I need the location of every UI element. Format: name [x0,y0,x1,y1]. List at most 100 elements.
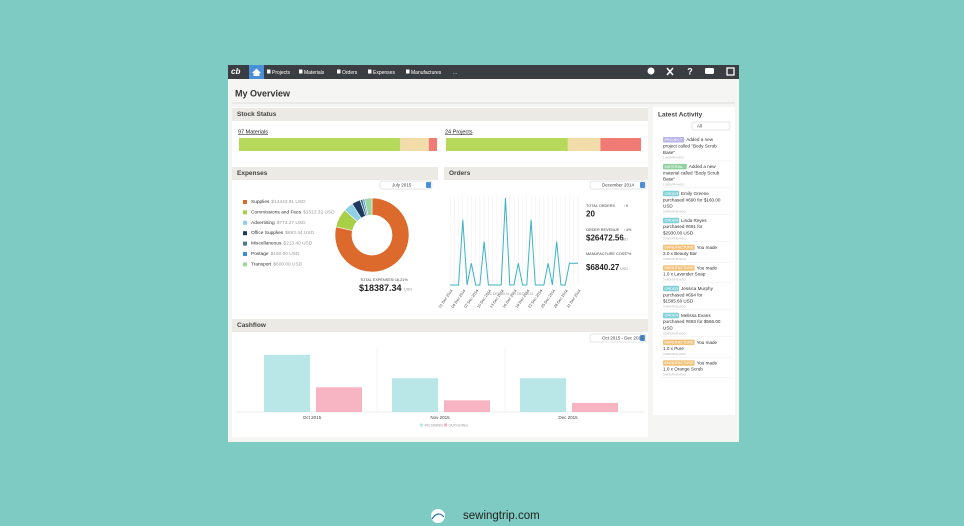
activity-time: 3 MONTHS AGO [663,257,687,261]
nav-item[interactable]: ... [453,70,457,76]
cashflow-bar [392,378,438,412]
activity-tag-label: ORDER [665,287,679,291]
activity-time: 3 MONTHS AGO [663,352,687,356]
activity-text: Added a new [686,137,714,142]
dropdown[interactable] [589,333,647,343]
legend-swatch [243,252,247,256]
activity-text: You made [697,265,718,270]
navbar [228,65,739,79]
dropdown-label: December 2014 [602,183,635,188]
stock-group-label[interactable]: 24 Projects [445,129,473,135]
stock-segment [600,138,641,151]
activity-text: You made [697,360,718,365]
logout-icon[interactable] [726,67,735,76]
add-icon[interactable] [647,67,655,75]
total-value: $18387.34 [359,283,402,293]
nav-icon [299,69,303,74]
cashflow-bar [572,402,618,412]
footer-logo [431,509,445,523]
x-tick-label: Dec 2015 [558,415,578,420]
activity-time: 3 MONTHS AGO [663,331,687,335]
legend-value: $693.44 USD [285,230,314,236]
legend-name: Supplies [251,199,270,205]
activity-tag [663,217,679,224]
activity-tag [663,265,695,271]
nav-icon [337,69,341,74]
legend-name: Office Supplies [251,230,284,236]
activity-filter[interactable] [691,121,731,131]
stock-segment [239,138,401,151]
activity-text: Base" [663,150,675,155]
stock-group-label[interactable]: 97 Materials [238,129,268,135]
legend-swatch [243,241,247,246]
activity-tag-label: MANUFACTURE [665,341,694,345]
activity-tag-label: MANUFACTURE [665,246,694,250]
activity-text: 1.0 x Lavender Soap [663,272,706,277]
activity-time: 3 MONTHS AGO [663,236,687,240]
panel-title: Expenses [237,170,268,177]
activity-tag-label: MATERIAL [665,165,684,169]
panel-title: Orders [449,170,471,177]
messages-icon[interactable] [705,68,714,74]
stat-value: $6840.27 [586,263,620,272]
activity-title: Latest Activity [658,112,703,119]
stock-segment [400,138,429,151]
activity-tag [663,244,695,251]
legend-name: Commissions and Fees [251,210,302,216]
activity-time: 3 MONTHS AGO [663,209,687,213]
activity-text: USD [663,326,673,331]
stat-value: 20 [586,210,595,219]
stock-segment [567,138,601,151]
footer-site: sewingtrip.com [463,510,540,522]
panel-header [444,167,648,180]
dropdown[interactable] [379,180,433,190]
activity-text: USD [663,204,673,209]
activity-filter-label: All [697,124,702,129]
cashflow-bar [316,387,362,412]
panel-title: Stock Status [237,111,277,118]
donut-slice [334,197,410,273]
legend-name: Advertising [251,220,275,226]
legend-value: $213.40 USD [283,241,312,247]
panel-header [232,319,648,332]
legend-swatch [243,200,247,204]
activity-text: 1.0 x Pure [663,346,684,351]
help-icon[interactable]: ? [687,66,693,76]
nav-icon [406,69,410,74]
activity-text: purchased #690 for $160.00 [663,197,721,202]
stock-segment [446,138,568,151]
orders-line [450,197,578,286]
activity-text: purchased #691 for [663,224,703,229]
legend-swatch [243,210,247,215]
legend-name: Transport [251,262,272,268]
legend-label: Office Supplies $693.44 USD [251,230,315,236]
legend-value: $773.27 USD [277,220,306,226]
tools-icon[interactable] [666,67,674,76]
activity-text: Emily Greene [681,191,709,196]
dropdown[interactable] [589,180,647,190]
cashflow-bar [444,400,490,412]
total-change: ↑16.21% [393,278,408,282]
activity-time: 1 MONTH AGO [663,156,685,160]
legend-value: $1513.32 USD [303,210,335,216]
activity-time: 3 MONTHS AGO [663,278,687,282]
activity-tag-label: MANUFACTURE [665,361,694,365]
donut-slice [364,197,373,216]
total-label: TOTAL EXPENSES [360,278,394,282]
activity-tag-label: ORDER [665,219,679,223]
nav-item[interactable]: Manufactures [411,70,442,76]
activity-text: Added a new [689,164,717,169]
nav-item[interactable]: Projects [272,70,291,76]
legend-label: Transport $600.00 USD [251,262,303,268]
legend-label: Advertising $773.27 USD [251,220,306,226]
activity-text: Linda Reyes [681,218,707,223]
footer-logo-mark [431,513,445,520]
activity-text: You made [697,245,718,250]
panel-header [232,108,648,121]
activity-tag-label: PROJECT [665,138,683,142]
nav-item[interactable]: Expenses [373,70,395,76]
nav-item[interactable]: Materials [304,70,325,76]
legend-swatch [444,423,447,427]
nav-item[interactable]: Orders [342,70,358,76]
total-unit: USD [404,288,412,292]
